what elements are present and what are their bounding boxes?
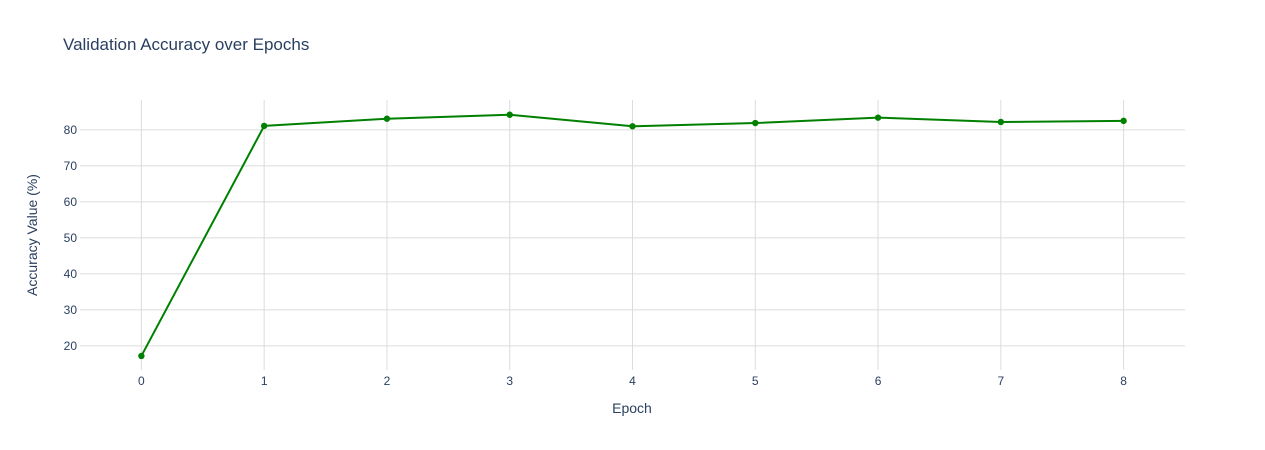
x-tick-label: 2	[384, 374, 391, 388]
y-tick-label: 80	[64, 123, 78, 137]
y-tick-label: 30	[64, 303, 78, 317]
series-layer	[138, 111, 1127, 360]
x-tick-label: 7	[997, 374, 1004, 388]
x-axis-ticks: 0 1 2 3 4 5 6 7 8	[138, 374, 1127, 388]
gridlines	[80, 100, 1185, 370]
data-point	[874, 114, 882, 121]
data-point	[138, 352, 145, 360]
y-tick-label: 50	[64, 231, 78, 245]
y-tick-label: 40	[64, 267, 78, 281]
chart-title: Validation Accuracy over Epochs	[63, 35, 309, 54]
data-point	[629, 123, 636, 130]
y-tick-label: 20	[64, 339, 78, 353]
x-tick-label: 3	[506, 374, 513, 388]
y-tick-label: 60	[64, 195, 78, 209]
x-tick-label: 5	[752, 374, 759, 388]
x-axis-title: Epoch	[612, 400, 652, 416]
x-tick-label: 6	[875, 374, 882, 388]
data-point	[260, 122, 268, 130]
x-tick-label: 8	[1120, 374, 1127, 388]
y-tick-label: 70	[64, 159, 78, 173]
x-tick-label: 4	[629, 374, 636, 388]
y-axis-title: Accuracy Value (%)	[24, 174, 40, 296]
data-point	[1120, 117, 1127, 125]
data-point	[997, 118, 1005, 126]
x-tick-label: 0	[138, 374, 145, 388]
data-point	[506, 111, 513, 118]
data-point	[383, 115, 391, 122]
x-tick-label: 1	[261, 374, 268, 388]
y-axis-ticks: 20 30 40 50 60 70 80	[64, 123, 78, 353]
data-point	[752, 119, 759, 127]
